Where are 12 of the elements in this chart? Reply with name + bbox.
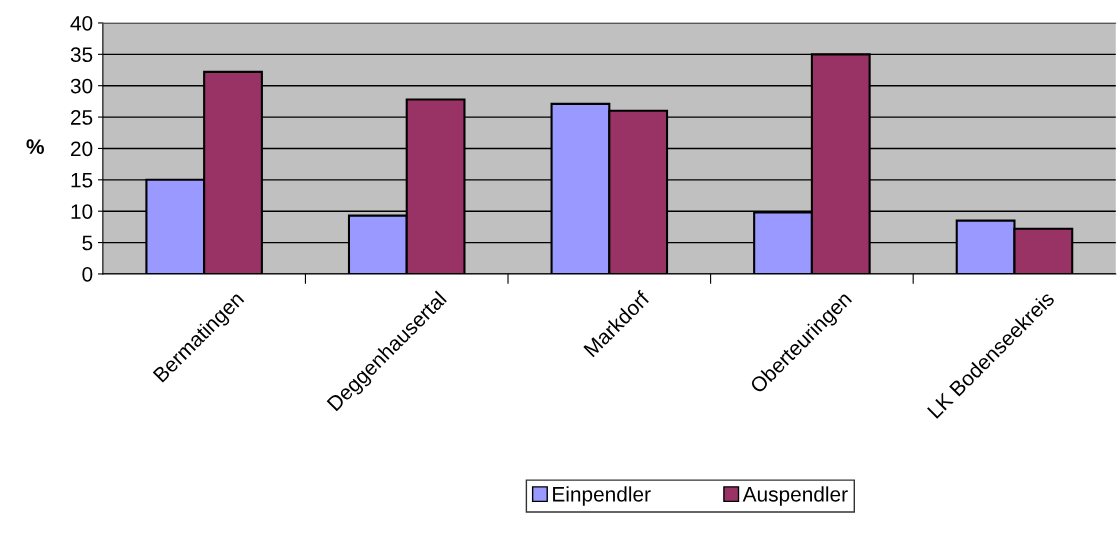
y-tick-label: 25 <box>71 110 93 125</box>
y-tick-label: 30 <box>70 78 93 94</box>
y-tick-label: 10 <box>71 204 93 219</box>
y-tick-label: 5 <box>82 235 93 251</box>
legend-label: Auspendler <box>742 486 848 506</box>
y-tick-label: 0 <box>82 266 93 282</box>
y-tick-label: 35 <box>70 47 93 63</box>
y-axis-title: % <box>26 139 44 154</box>
y-tick-label: 40 <box>70 15 93 31</box>
legend-label: Einpendler <box>553 486 651 506</box>
y-tick-label: 15 <box>71 173 93 188</box>
y-tick-label: 20 <box>71 141 93 157</box>
